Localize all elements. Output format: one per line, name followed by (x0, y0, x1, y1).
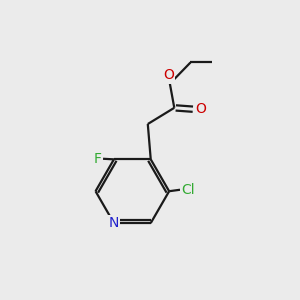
Text: N: N (109, 216, 119, 230)
Text: Cl: Cl (182, 183, 195, 197)
Text: O: O (163, 68, 174, 83)
Text: O: O (195, 102, 206, 116)
Text: F: F (93, 152, 101, 166)
